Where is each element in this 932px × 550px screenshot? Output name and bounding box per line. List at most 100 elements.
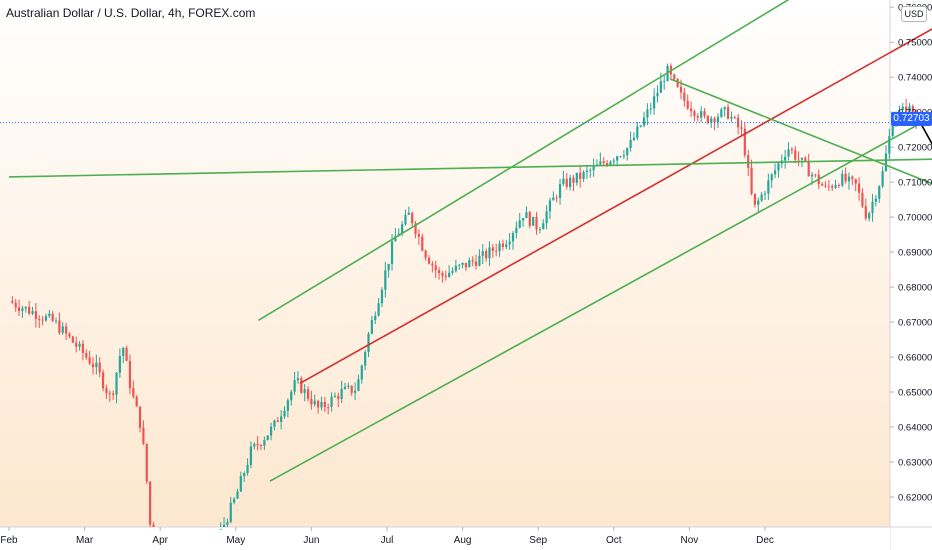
candle-body (612, 160, 615, 162)
candle-body (441, 273, 444, 276)
y-tick-label: 0.66000 (898, 353, 932, 364)
candle-body (868, 213, 871, 219)
candle-body (605, 163, 609, 165)
trendlines[interactable] (8, 0, 932, 482)
candle-body (75, 342, 78, 347)
candle-body (911, 106, 914, 117)
candle-body (807, 160, 810, 177)
candle-body (394, 235, 397, 242)
candle-body (505, 244, 508, 248)
candle-body (616, 156, 619, 161)
candle-body (152, 524, 155, 527)
candle-body (804, 157, 807, 161)
trendline-channel-lower[interactable] (269, 107, 932, 482)
candle-body (763, 193, 767, 195)
candle-body (636, 126, 639, 138)
candle-body (91, 363, 95, 368)
y-tick-label: 0.70000 (898, 213, 932, 224)
candle-body (683, 92, 686, 101)
candle-body (686, 100, 689, 109)
candle-body (810, 174, 814, 177)
candle-body (800, 157, 804, 160)
candle-body (676, 79, 679, 87)
y-tick-label: 0.63000 (898, 457, 932, 468)
candle-body (337, 395, 340, 400)
candle-body (814, 174, 817, 176)
candle-body (891, 125, 894, 137)
candle-body (135, 396, 138, 407)
candle-body (901, 106, 904, 111)
trendline-descending-line[interactable] (670, 78, 932, 191)
candle-body (330, 396, 333, 407)
candle-body (632, 137, 636, 140)
candle-body (387, 263, 390, 271)
candle-body (118, 356, 121, 373)
candle-body (377, 303, 380, 316)
candle-body (41, 319, 44, 321)
candle-body (454, 265, 457, 271)
candle-body (367, 333, 370, 353)
x-tick-label: May (226, 535, 245, 546)
candle-body (138, 406, 142, 428)
candle-body (24, 306, 27, 309)
candle-body (34, 311, 37, 320)
candle-body (696, 115, 699, 118)
candle-body (259, 445, 263, 447)
y-tick-label: 0.68000 (898, 283, 932, 294)
candle-body (320, 401, 323, 408)
time-axis[interactable] (0, 527, 890, 550)
price-axis[interactable] (890, 0, 932, 550)
candle-body (881, 171, 884, 187)
candle-body (515, 227, 518, 234)
x-axis-ticks: Feb Mar Apr May Jun Jul Aug Sep Oct Nov Dec (0, 527, 774, 546)
trendline-channel-middle[interactable] (299, 12, 932, 384)
candle-body (562, 178, 565, 185)
candle-body (142, 427, 145, 444)
candle-body (364, 352, 367, 366)
candle-body (508, 241, 511, 245)
candle-body (317, 400, 320, 408)
candle-body (878, 186, 881, 199)
y-tick-label: 0.74000 (898, 73, 932, 84)
candle-body (95, 362, 98, 368)
candle-body (760, 194, 763, 201)
candle-body (280, 416, 283, 422)
candle-body (478, 255, 481, 266)
trendline-channel-upper[interactable] (258, 0, 799, 322)
x-tick-label: Apr (152, 535, 168, 546)
candle-body (71, 336, 74, 343)
candle-body (750, 167, 753, 194)
x-tick-label: Sep (529, 535, 547, 546)
candle-body (263, 440, 266, 446)
candle-body (357, 379, 360, 391)
candle-body (790, 149, 793, 151)
candle-body (31, 311, 34, 314)
candle-body (558, 184, 562, 198)
candle-body (495, 250, 498, 252)
candle-body (401, 224, 404, 234)
trendline-horizontal-support[interactable] (8, 156, 932, 178)
candle-body (290, 391, 293, 401)
projection-arrow[interactable] (919, 121, 932, 160)
candle-body (253, 443, 256, 447)
candle-body (222, 524, 226, 527)
candle-body (269, 426, 273, 436)
candle-body (777, 163, 780, 171)
candle-body (619, 156, 622, 158)
candle-body (545, 211, 548, 224)
candle-body (38, 319, 41, 320)
candle-body (306, 389, 310, 399)
candle-body (834, 185, 837, 188)
candle-body (226, 521, 229, 525)
candle-body (276, 420, 279, 422)
candle-body (81, 343, 85, 354)
candle-body (333, 395, 337, 397)
candle-body (831, 186, 834, 188)
x-tick-label: Jun (303, 535, 319, 546)
candle-body (555, 197, 558, 199)
candle-body (639, 125, 642, 127)
candle-body (411, 212, 414, 224)
candle-body (501, 243, 505, 248)
currency-button[interactable]: USD (901, 6, 927, 22)
